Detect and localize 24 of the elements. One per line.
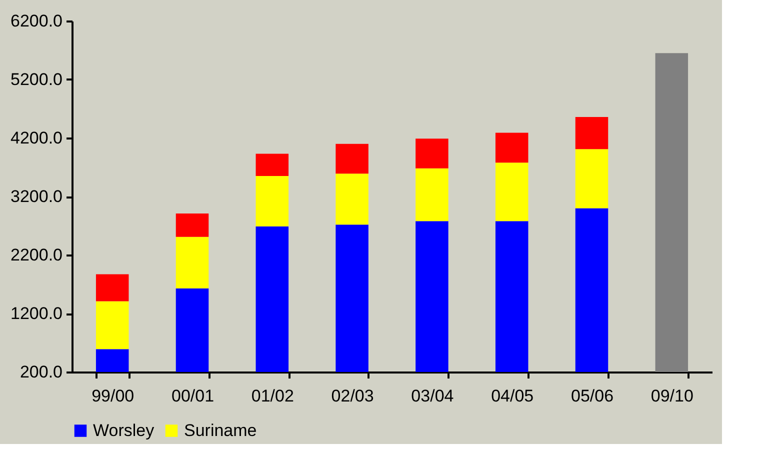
legend-label: Suriname bbox=[184, 420, 257, 440]
bar bbox=[96, 274, 129, 302]
legend-label: Worsley bbox=[93, 420, 155, 440]
y-tick-label: 4200.0 bbox=[10, 128, 62, 148]
x-tick-label: 99/00 bbox=[92, 386, 134, 406]
x-tick-label: 03/04 bbox=[411, 386, 454, 406]
bar bbox=[495, 132, 528, 163]
x-tick-label: 04/05 bbox=[491, 386, 534, 406]
bar bbox=[575, 116, 608, 150]
x-tick-label: 01/02 bbox=[251, 386, 294, 406]
bar bbox=[256, 154, 289, 176]
bar bbox=[176, 213, 209, 237]
y-tick-label: 3200.0 bbox=[10, 187, 62, 206]
y-tick-label: 2200.0 bbox=[10, 246, 62, 264]
y-tick-label: 200.0 bbox=[20, 362, 62, 382]
bar bbox=[336, 144, 368, 174]
y-tick-label: 5200.0 bbox=[10, 70, 62, 89]
x-tick-label: 00/01 bbox=[171, 386, 214, 406]
x-tick-label: 05/06 bbox=[570, 386, 614, 406]
x-tick-label: 02/03 bbox=[331, 386, 374, 406]
x-tick-label: 09/10 bbox=[650, 386, 694, 406]
y-tick-label: 1200.0 bbox=[10, 304, 62, 323]
y-tick-label: 6200.0 bbox=[10, 12, 62, 30]
bar bbox=[416, 138, 448, 168]
